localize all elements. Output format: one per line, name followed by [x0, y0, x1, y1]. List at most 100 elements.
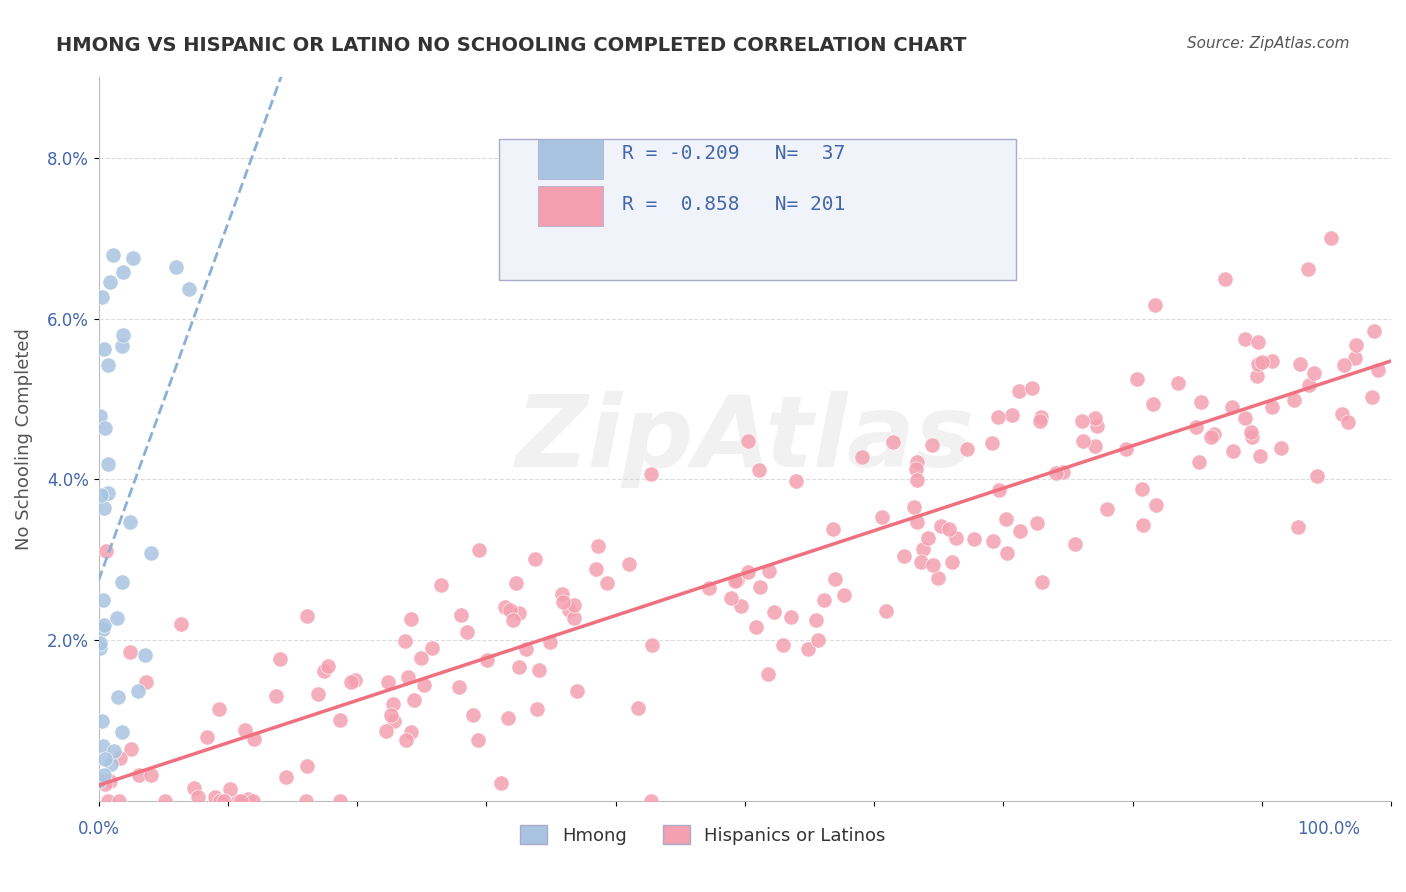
Point [187, 790, 209, 805]
Point [1130, 483, 1153, 497]
Point [118, 644, 141, 658]
Point [763, 605, 786, 619]
Legend: Hmong, Hispanics or Latinos: Hmong, Hispanics or Latinos [513, 818, 893, 852]
Point [1084, 411, 1107, 425]
Point [1234, 332, 1257, 346]
Point [725, 573, 748, 587]
Point [526, 701, 548, 715]
Point [1167, 376, 1189, 391]
Point [456, 625, 478, 640]
Point [1115, 442, 1137, 456]
Point [903, 500, 925, 515]
Point [112, 265, 135, 279]
Point [89, 636, 111, 650]
Text: HMONG VS HISPANIC OR LATINO NO SCHOOLING COMPLETED CORRELATION CHART: HMONG VS HISPANIC OR LATINO NO SCHOOLING… [56, 36, 967, 54]
Point [1251, 355, 1274, 369]
Point [640, 467, 662, 481]
Point [807, 632, 830, 647]
Point [508, 606, 530, 620]
Point [562, 611, 585, 625]
Point [911, 542, 934, 557]
Point [737, 566, 759, 580]
Point [1261, 354, 1284, 368]
Point [945, 531, 967, 545]
Point [461, 707, 484, 722]
Point [1189, 394, 1212, 409]
Point [468, 543, 491, 558]
Point [941, 555, 963, 569]
Point [1249, 450, 1271, 464]
Point [905, 455, 928, 469]
Point [1289, 357, 1312, 371]
Point [1008, 384, 1031, 398]
Text: 0.0%: 0.0% [77, 820, 120, 838]
Point [1337, 415, 1360, 429]
Point [1031, 574, 1053, 589]
Point [183, 781, 205, 796]
Point [420, 641, 443, 656]
Point [94, 776, 117, 790]
Point [980, 436, 1002, 450]
Point [772, 638, 794, 652]
Point [1085, 419, 1108, 434]
Point [316, 659, 339, 673]
Point [529, 663, 551, 677]
Point [588, 539, 610, 553]
Point [1199, 429, 1222, 443]
Point [627, 701, 650, 715]
Point [121, 251, 143, 265]
Point [551, 586, 574, 600]
Point [1084, 439, 1107, 453]
Point [1246, 369, 1268, 384]
Point [585, 562, 607, 576]
Point [1247, 334, 1270, 349]
Point [640, 794, 662, 808]
Point [91, 714, 114, 729]
Point [1241, 430, 1264, 444]
Point [139, 546, 162, 560]
Point [93, 343, 115, 357]
Point [382, 697, 405, 711]
Point [617, 557, 640, 571]
Point [1095, 502, 1118, 516]
Point [595, 575, 617, 590]
Point [730, 599, 752, 613]
Point [565, 684, 588, 698]
Point [697, 581, 720, 595]
Point [1010, 524, 1032, 539]
Point [329, 794, 352, 808]
Point [297, 758, 319, 772]
Point [1367, 363, 1389, 377]
Point [111, 327, 134, 342]
Point [127, 683, 149, 698]
Point [100, 275, 122, 289]
Point [1346, 338, 1368, 352]
Point [329, 713, 352, 727]
Point [91, 739, 114, 753]
Point [107, 794, 129, 808]
Point [921, 558, 943, 572]
Text: ZipAtlas: ZipAtlas [515, 391, 974, 488]
Point [394, 633, 416, 648]
Point [1202, 427, 1225, 442]
Point [1222, 444, 1244, 458]
Point [295, 609, 318, 624]
Y-axis label: No Schooling Completed: No Schooling Completed [15, 328, 32, 550]
Point [402, 693, 425, 707]
Point [90, 488, 112, 502]
Point [128, 768, 150, 782]
Point [212, 794, 235, 808]
Point [797, 641, 820, 656]
Point [987, 410, 1010, 425]
Point [1029, 410, 1052, 425]
Point [399, 612, 422, 626]
Point [515, 642, 537, 657]
Point [91, 623, 114, 637]
Point [505, 576, 527, 591]
Point [1021, 381, 1043, 395]
Point [97, 486, 120, 500]
Point [103, 248, 125, 262]
Point [111, 339, 134, 353]
Point [307, 687, 329, 701]
Point [824, 572, 846, 586]
